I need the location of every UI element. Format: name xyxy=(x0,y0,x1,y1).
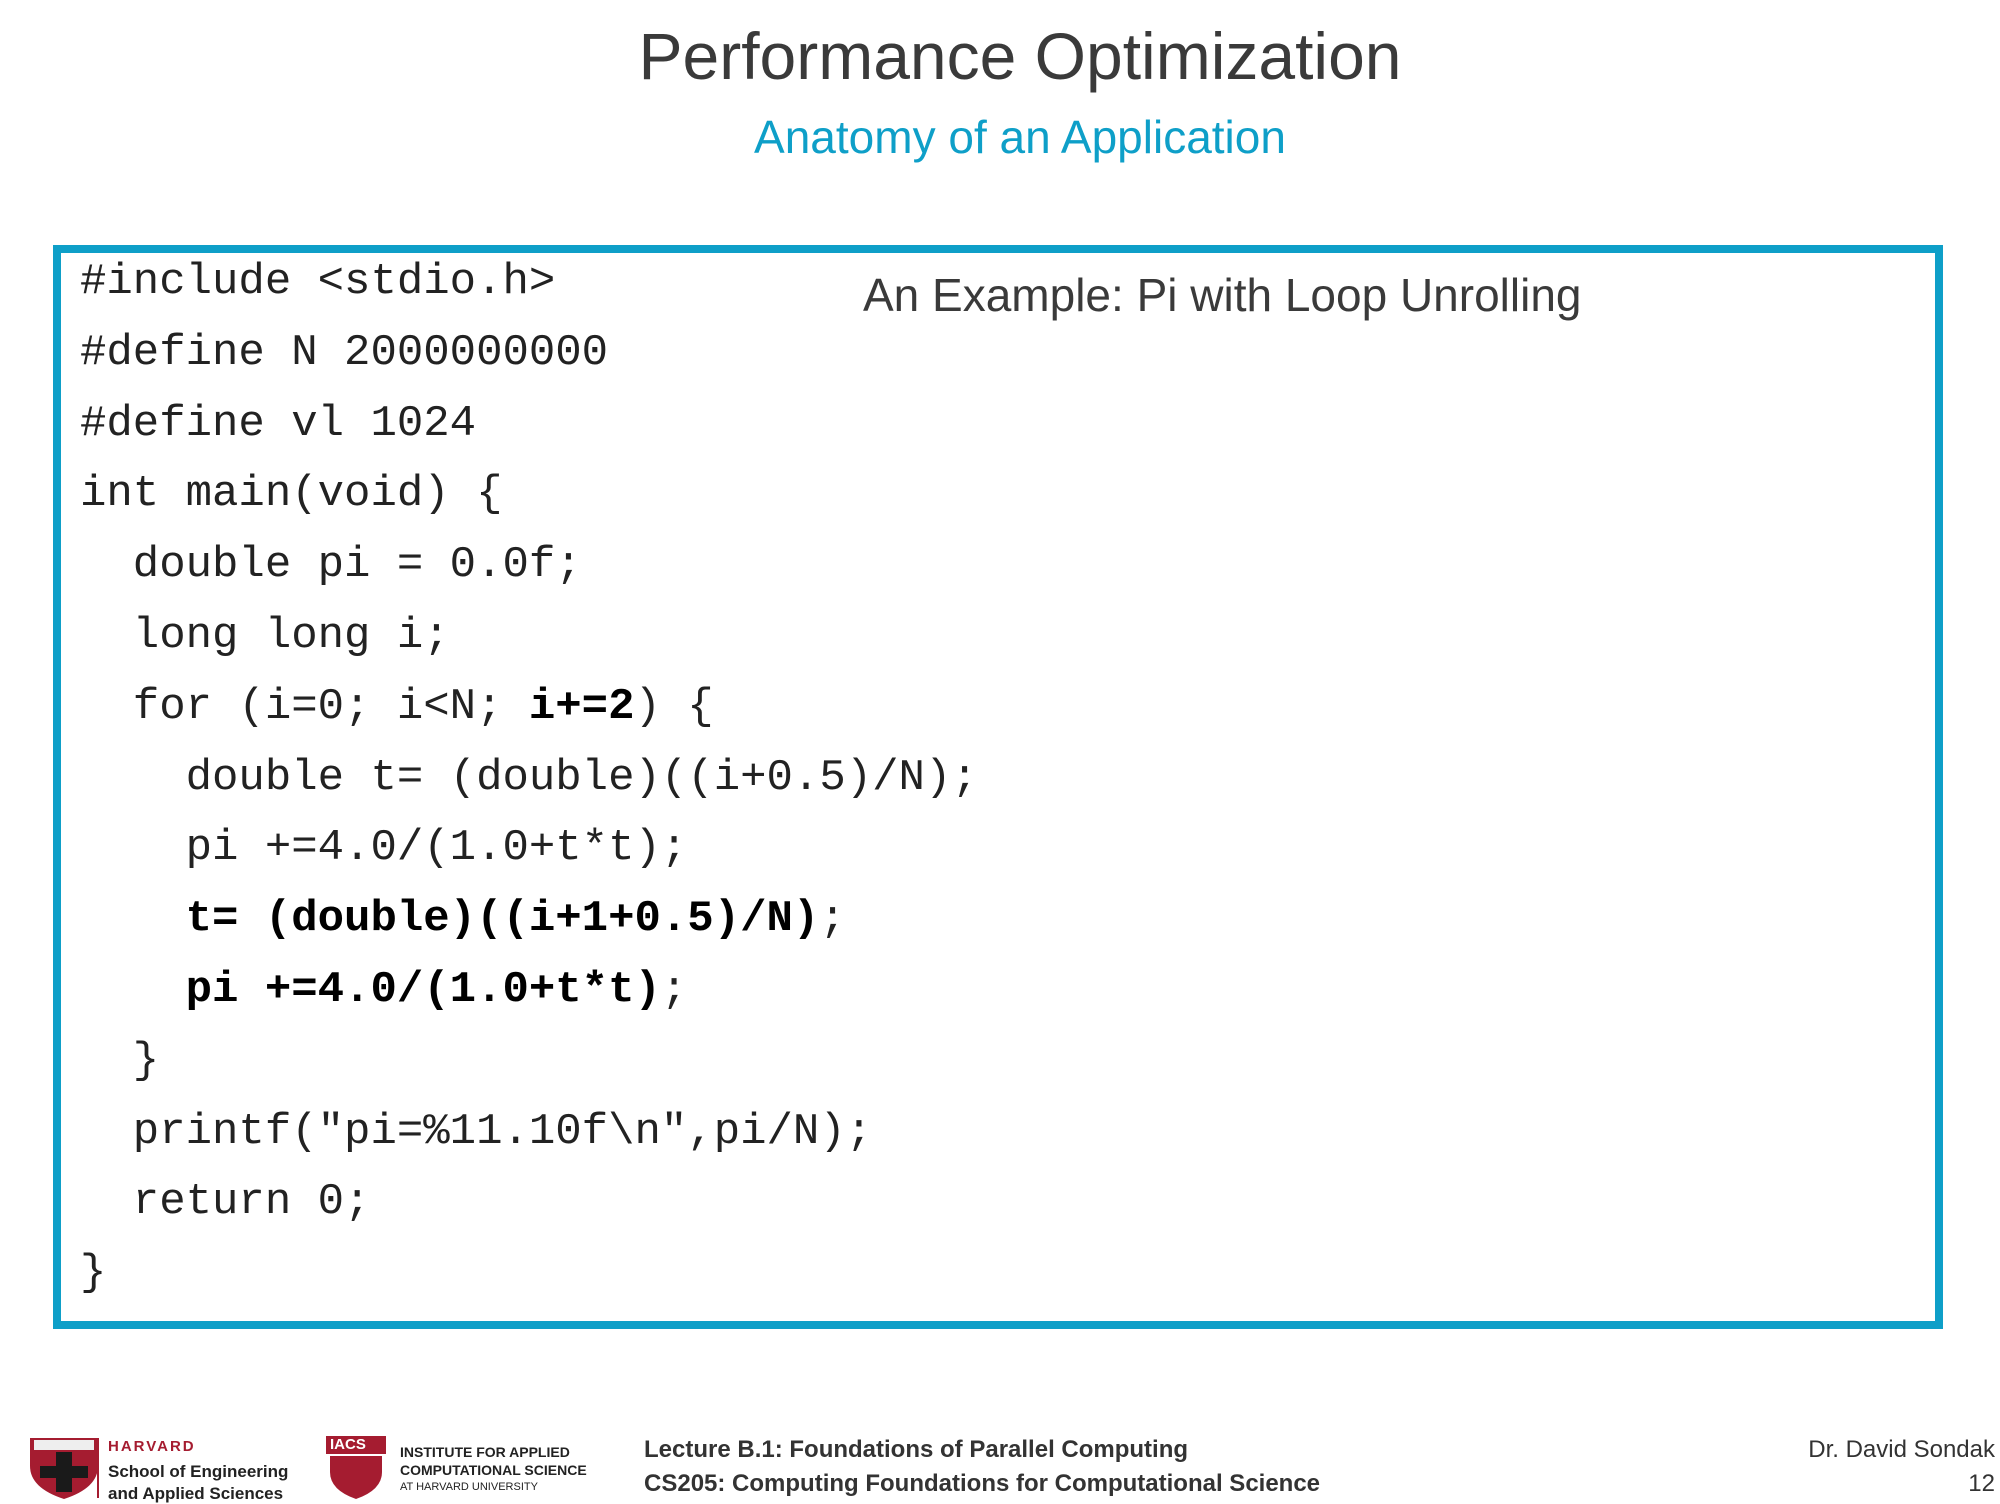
code-line: } xyxy=(80,1036,159,1086)
code-segment: for (i=0; i<N; xyxy=(80,681,529,732)
code-box xyxy=(53,245,1943,1329)
code-segment: long long i; xyxy=(80,611,450,661)
code-segment: } xyxy=(80,1035,160,1086)
code-segment: #define N 2000000000 xyxy=(80,327,609,378)
code-segment: printf("pi=%11.10f\n",pi/N); xyxy=(80,1106,873,1157)
iacs-logo xyxy=(326,1436,386,1499)
subtitle: Anatomy of an Application xyxy=(754,111,1286,163)
code-segment: ; xyxy=(660,965,688,1015)
divider xyxy=(97,1438,99,1498)
seas-shield xyxy=(30,1438,98,1499)
code-segment: double t= (double)((i+0.5)/N); xyxy=(80,752,978,803)
code-line: double t= (double)((i+0.5)/N); xyxy=(80,753,978,803)
code-segment: #define vl 1024 xyxy=(80,398,477,449)
code-line: int main(void) { xyxy=(80,469,502,519)
code-segment: t= (double)((i+1+0.5)/N) xyxy=(80,894,820,945)
code-line: #include <stdio.h> xyxy=(80,257,555,307)
code-line: t= (double)((i+1+0.5)/N); xyxy=(80,894,846,944)
course: CS205: Computing Foundations for Computa… xyxy=(644,1470,1321,1497)
code-line: #define vl 1024 xyxy=(80,399,476,449)
iacs-label: IACS xyxy=(330,1436,366,1453)
code-line: return 0; xyxy=(80,1177,371,1228)
code-segment: i+=2 xyxy=(528,681,635,732)
code-segment: int main(void) { xyxy=(80,469,503,520)
iacs-text: INSTITUTE FOR APPLIED xyxy=(400,1444,570,1460)
code-line: pi +=4.0/(1.0+t*t); xyxy=(80,965,688,1015)
code-line: long long i; xyxy=(80,611,450,661)
code-line: double pi = 0.0f; xyxy=(80,540,582,590)
code-segment: pi +=4.0/(1.0+t*t) xyxy=(80,965,661,1015)
example-heading: An Example: Pi with Loop Unrolling xyxy=(863,269,1582,321)
author: Dr. David Sondak xyxy=(1808,1436,1995,1463)
iacs-text: AT HARVARD UNIVERSITY xyxy=(400,1481,538,1493)
code-segment: ) { xyxy=(634,681,714,732)
code-segment: ; xyxy=(819,894,846,945)
code-segment: pi +=4.0/(1.0+t*t); xyxy=(80,823,688,874)
lecture: Lecture B.1: Foundations of Parallel Com… xyxy=(644,1436,1189,1463)
page-number: 12 xyxy=(1968,1470,1995,1497)
iacs-text: COMPUTATIONAL SCIENCE xyxy=(400,1462,587,1478)
code-segment: return 0; xyxy=(80,1177,371,1228)
code-segment: #include <stdio.h> xyxy=(80,257,556,307)
code-segment: } xyxy=(80,1248,107,1299)
code-line: for (i=0; i<N; i+=2) { xyxy=(80,682,714,732)
seas-text: HARVARD xyxy=(108,1438,196,1455)
code-line: printf("pi=%11.10f\n",pi/N); xyxy=(80,1107,872,1157)
title: Performance Optimization xyxy=(638,19,1402,93)
seas-text: and Applied Sciences xyxy=(108,1484,284,1503)
code-line: } xyxy=(80,1248,106,1298)
code-segment: double pi = 0.0f; xyxy=(80,540,582,591)
code-line: #define N 2000000000 xyxy=(80,328,608,378)
seas-text: School of Engineering xyxy=(108,1462,289,1481)
code-line: pi +=4.0/(1.0+t*t); xyxy=(80,823,688,874)
